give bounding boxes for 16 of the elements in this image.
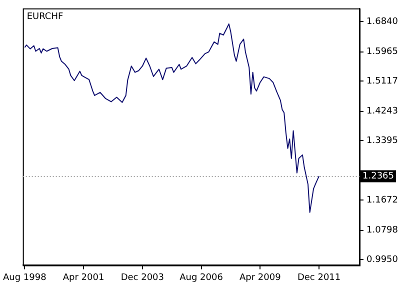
x-tick-label: Apr 2001	[62, 272, 104, 283]
x-tick-label: Dec 2011	[297, 272, 341, 283]
y-tick-label: 1.1672	[366, 195, 398, 206]
y-tick-label: 1.0798	[366, 226, 398, 236]
y-tick-label: 1.6840	[366, 16, 398, 27]
x-tick-label: Dec 2003	[120, 272, 164, 283]
y-tick-label: 1.3395	[366, 136, 398, 146]
y-tick-label: 1.5965	[366, 47, 398, 58]
y-tick-label: 1.4243	[366, 106, 398, 117]
ref-line-label: 1.2365	[362, 172, 394, 182]
x-tick-label: Aug 1998	[3, 272, 47, 283]
chart-title: EURCHF	[26, 12, 64, 22]
y-tick-label: 1.5117	[366, 76, 398, 86]
x-tick-label: Aug 2006	[180, 272, 224, 283]
y-tick-label: 0.9950	[366, 255, 398, 266]
x-tick-label: Apr 2009	[239, 272, 282, 283]
